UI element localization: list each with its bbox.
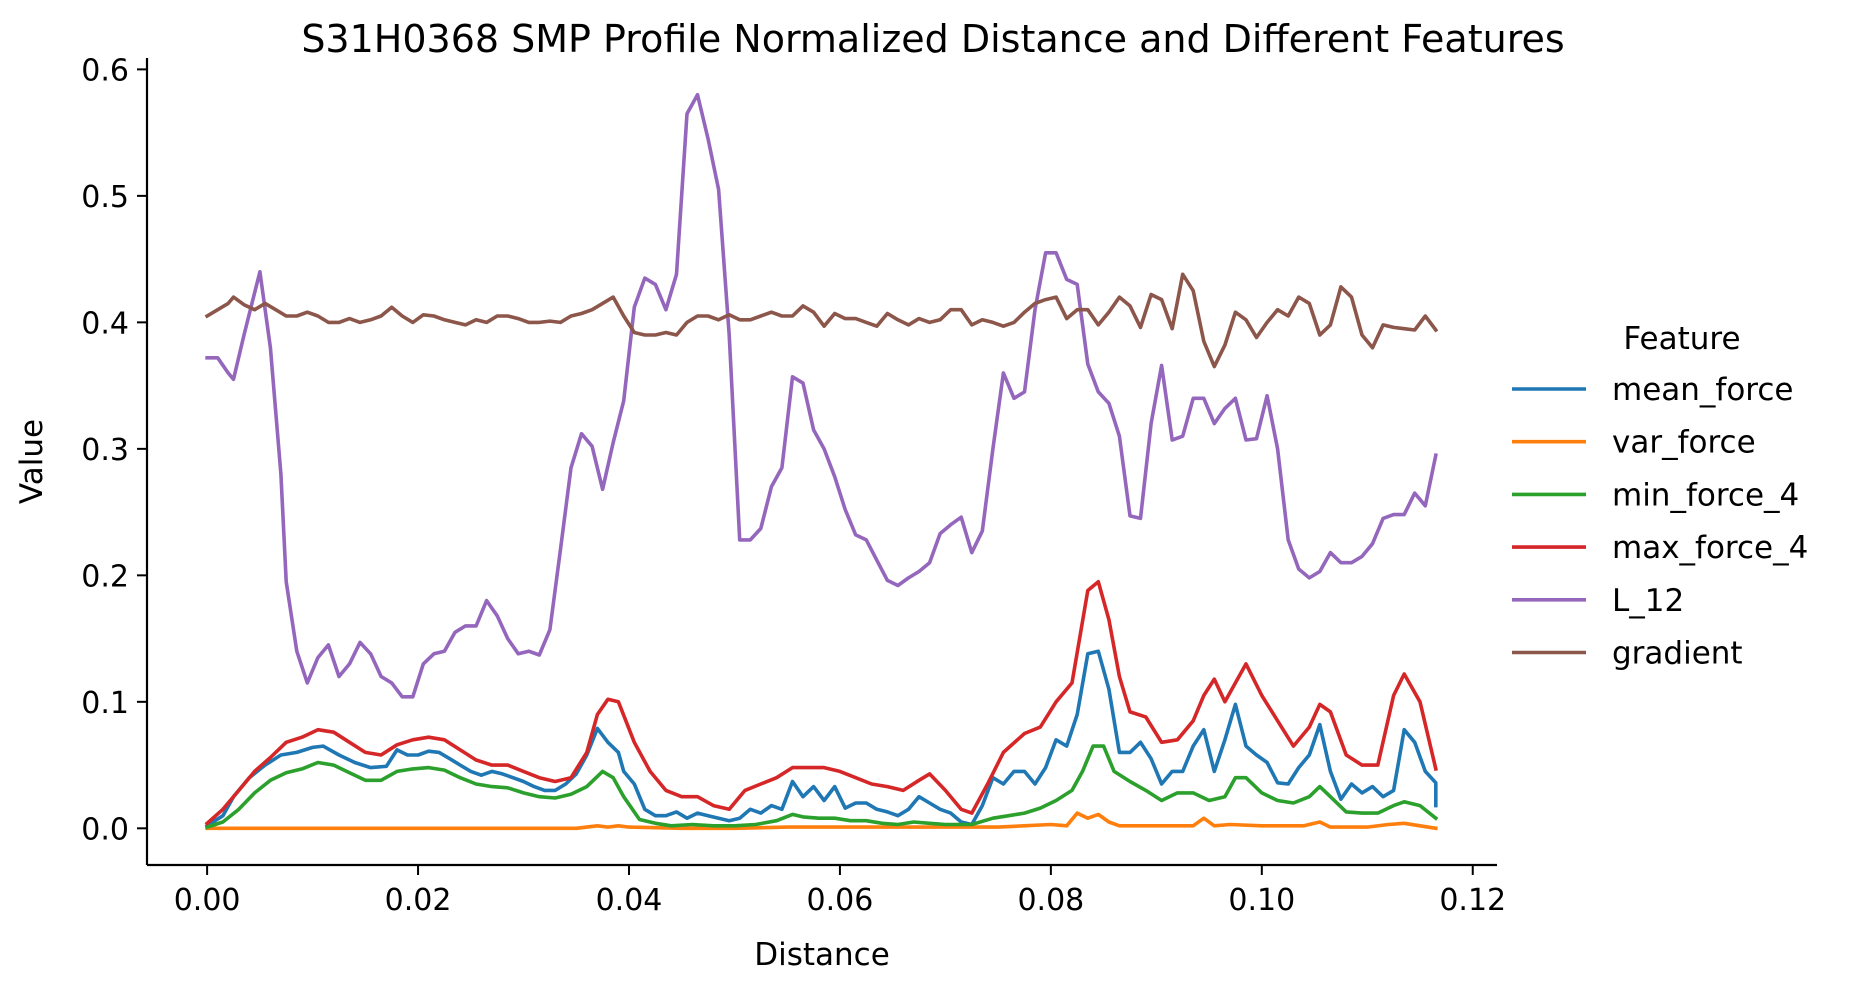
y-tick-label: 0.6 [81,53,129,88]
x-tick-label: 0.00 [174,883,241,918]
y-tick-label: 0.3 [81,433,129,468]
legend-label-mean-force: mean_force [1612,372,1793,408]
y-tick-label: 0.5 [81,180,129,215]
y-axis-label: Value [14,419,50,504]
x-tick-label: 0.06 [807,883,874,918]
series-line-gradient [204,272,1439,369]
legend-label-gradient: gradient [1612,636,1743,672]
x-tick-label: 0.04 [596,883,663,918]
y-tick-label: 0.2 [81,559,129,594]
y-tick-label: 0.4 [81,306,129,341]
y-tick-label: 0.1 [81,686,129,721]
x-axis: 0.00 0.02 0.04 0.06 0.08 0.10 0.12 [147,863,1506,918]
series-line-mean-force [204,649,1438,829]
x-tick-label: 0.08 [1017,883,1084,918]
legend-label-min-force-4: min_force_4 [1612,477,1799,513]
chart-title: S31H0368 SMP Profile Normalized Distance… [301,17,1564,61]
series-line-min-force-4 [204,744,1439,830]
series-line-L-12 [205,92,1438,699]
plot-area [204,92,1439,831]
legend-label-var-force: var_force [1612,425,1756,461]
series-line-var-force [205,811,1438,831]
x-tick-label: 0.10 [1228,883,1295,918]
y-axis: 0.0 0.1 0.2 0.3 0.4 0.5 0.6 [81,53,149,865]
x-axis-label: Distance [754,937,890,973]
y-tick-label: 0.0 [81,812,129,847]
x-tick-label: 0.02 [385,883,452,918]
legend: Feature mean_force var_force min_force_4ma… [1512,321,1808,672]
x-tick-label: 0.12 [1439,883,1506,918]
legend-label-L-12: L_12 [1612,583,1684,619]
legend-title: Feature [1623,321,1740,357]
series-line-max-force-4 [204,579,1438,826]
legend-label-max-force-4: max_force_4 [1612,530,1808,566]
